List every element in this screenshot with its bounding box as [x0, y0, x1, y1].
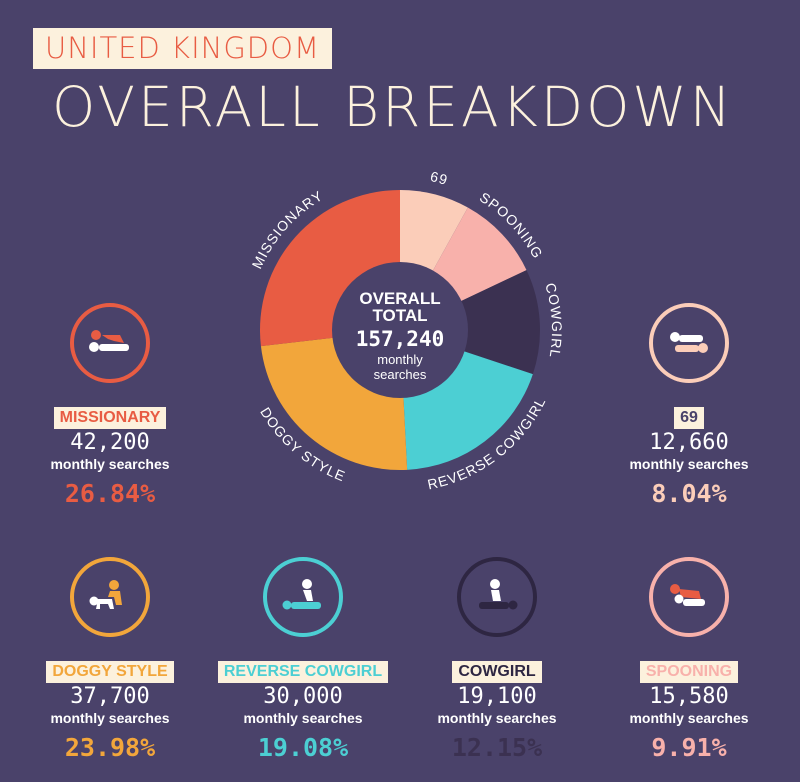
center-line2: TOTAL: [372, 306, 427, 325]
spooning-count: 15,580: [594, 685, 784, 709]
center-sub2: searches: [374, 367, 427, 382]
cowgirl-position-icon: [473, 579, 521, 615]
missionary-label: MISSIONARY: [54, 407, 167, 429]
reverse-cowgirl-sub: monthly searches: [208, 709, 398, 727]
card-doggy-style: DOGGY STYLE 37,700 monthly searches 23.9…: [15, 557, 205, 762]
card-cowgirl: COWGIRL 19,100 monthly searches 12.15%: [402, 557, 592, 762]
doggy-style-label: DOGGY STYLE: [46, 661, 173, 683]
sixty-nine-position-icon: [665, 327, 713, 359]
spooning-sub: monthly searches: [594, 709, 784, 727]
card-missionary: MISSIONARY 42,200 monthly searches 26.84…: [15, 303, 205, 508]
spooning-label: SPOONING: [640, 661, 738, 683]
cowgirl-percent: 12.15%: [402, 733, 592, 762]
cowgirl-icon-ring: [457, 557, 537, 637]
doggy-style-sub: monthly searches: [15, 709, 205, 727]
doggy-style-percent: 23.98%: [15, 733, 205, 762]
slice-label-cowgirl: COWGIRL: [542, 281, 565, 360]
spooning-icon-ring: [649, 557, 729, 637]
card-sixty-nine: 69 12,660 monthly searches 8.04%: [594, 303, 784, 508]
reverse-cowgirl-icon-ring: [263, 557, 343, 637]
doggy-style-position-icon: [86, 579, 134, 615]
cowgirl-label: COWGIRL: [452, 661, 541, 683]
card-spooning: SPOONING 15,580 monthly searches 9.91%: [594, 557, 784, 762]
sixty-nine-sub: monthly searches: [594, 455, 784, 473]
missionary-sub: monthly searches: [15, 455, 205, 473]
center-sub1: monthly: [377, 352, 423, 367]
doggy-style-icon-ring: [70, 557, 150, 637]
cowgirl-sub: monthly searches: [402, 709, 592, 727]
sixty-nine-label: 69: [674, 407, 704, 429]
spooning-position-icon: [665, 579, 713, 615]
doggy-style-count: 37,700: [15, 685, 205, 709]
missionary-count: 42,200: [15, 431, 205, 455]
slice-label-69: 69: [429, 168, 450, 188]
card-reverse-cowgirl: REVERSE COWGIRL 30,000 monthly searches …: [208, 557, 398, 762]
center-total: 157,240: [356, 327, 445, 351]
missionary-percent: 26.84%: [15, 479, 205, 508]
sixty-nine-icon-ring: [649, 303, 729, 383]
reverse-cowgirl-label: REVERSE COWGIRL: [218, 661, 388, 683]
sixty-nine-count: 12,660: [594, 431, 784, 455]
cowgirl-count: 19,100: [402, 685, 592, 709]
missionary-icon-ring: [70, 303, 150, 383]
reverse-cowgirl-percent: 19.08%: [208, 733, 398, 762]
sixty-nine-percent: 8.04%: [594, 479, 784, 508]
missionary-position-icon: [86, 327, 134, 359]
spooning-percent: 9.91%: [594, 733, 784, 762]
reverse-cowgirl-count: 30,000: [208, 685, 398, 709]
reverse-cowgirl-position-icon: [279, 579, 327, 615]
